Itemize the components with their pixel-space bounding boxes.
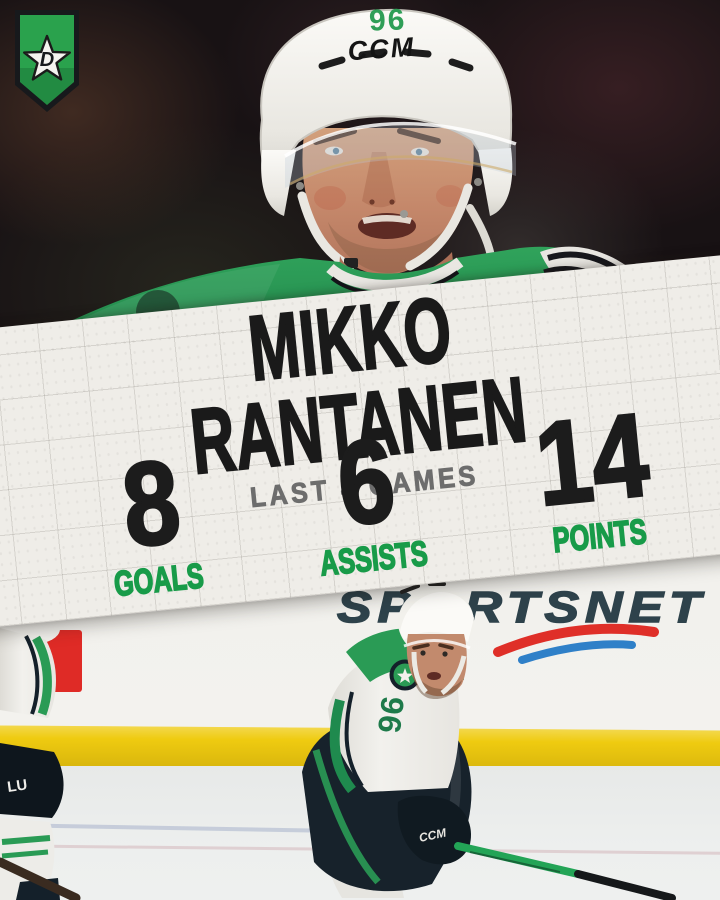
arena-crowd-backdrop: 96 CCM bbox=[0, 0, 720, 400]
skater-figures: LU bbox=[0, 582, 676, 900]
main-skater: 96 CCM bbox=[302, 582, 676, 900]
eyebrow bbox=[313, 128, 357, 145]
glove-brand-logo: CCM bbox=[418, 825, 449, 845]
stick-shaft bbox=[454, 842, 582, 878]
sportsnet-swoosh-icon bbox=[493, 623, 659, 664]
badge-letter: D bbox=[40, 49, 54, 71]
stat-assists: 6 ASSISTS bbox=[286, 413, 449, 584]
star-logo-icon bbox=[23, 34, 71, 81]
partial-player-left: LU bbox=[0, 628, 81, 900]
stat-label: POINTS bbox=[550, 511, 649, 561]
helmet-brand-logo: CCM bbox=[347, 32, 416, 67]
stat-label: ASSISTS bbox=[317, 533, 430, 584]
glove bbox=[397, 795, 472, 865]
stat-label: GOALS bbox=[111, 555, 206, 604]
sportsnet-wordmark: SPORTSNET bbox=[336, 583, 707, 632]
jersey-number: 96 bbox=[371, 694, 411, 736]
glove bbox=[0, 743, 64, 818]
stat-points: 14 POINTS bbox=[521, 387, 666, 561]
stat-value: 8 bbox=[115, 434, 186, 574]
stat-value: 6 bbox=[330, 413, 401, 553]
eyebrow bbox=[397, 128, 441, 144]
stat-value: 14 bbox=[528, 387, 655, 532]
team-badge: D bbox=[15, 10, 79, 112]
stat-goals: 8 GOALS bbox=[84, 434, 222, 604]
glove-text: LU bbox=[6, 776, 28, 796]
helmet bbox=[259, 8, 513, 187]
stick bbox=[0, 857, 81, 900]
helmet-number: 96 bbox=[368, 3, 407, 37]
face bbox=[302, 128, 474, 276]
